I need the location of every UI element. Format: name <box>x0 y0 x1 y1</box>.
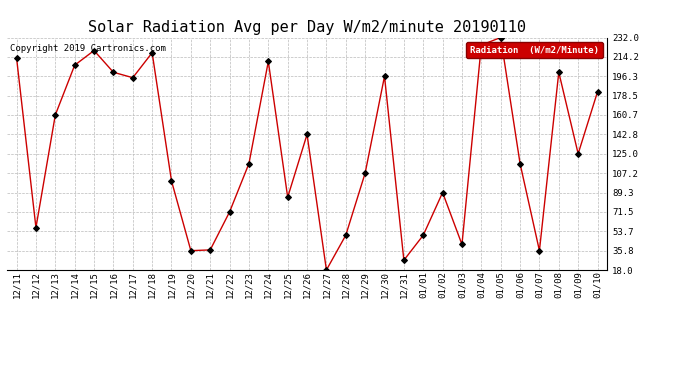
Point <box>224 209 235 215</box>
Point <box>398 257 409 263</box>
Point <box>476 42 487 48</box>
Point <box>263 58 274 64</box>
Point <box>553 69 564 75</box>
Point <box>146 50 157 56</box>
Point <box>417 232 428 238</box>
Point <box>340 232 351 238</box>
Point <box>88 48 99 54</box>
Legend: Radiation  (W/m2/Minute): Radiation (W/m2/Minute) <box>466 42 602 58</box>
Point <box>186 248 197 254</box>
Point <box>30 225 41 231</box>
Point <box>495 34 506 40</box>
Point <box>359 170 371 176</box>
Point <box>437 189 448 195</box>
Point <box>573 151 584 157</box>
Point <box>321 267 332 273</box>
Point <box>127 75 138 81</box>
Title: Solar Radiation Avg per Day W/m2/minute 20190110: Solar Radiation Avg per Day W/m2/minute … <box>88 20 526 35</box>
Point <box>592 89 603 95</box>
Point <box>244 160 255 166</box>
Point <box>205 247 216 253</box>
Point <box>69 62 80 68</box>
Point <box>50 112 61 118</box>
Point <box>534 248 545 254</box>
Point <box>166 178 177 184</box>
Point <box>515 160 526 166</box>
Point <box>11 55 22 61</box>
Point <box>108 69 119 75</box>
Point <box>282 194 293 200</box>
Point <box>457 242 468 248</box>
Point <box>379 73 390 79</box>
Text: Copyright 2019 Cartronics.com: Copyright 2019 Cartronics.com <box>10 45 166 54</box>
Point <box>302 131 313 137</box>
